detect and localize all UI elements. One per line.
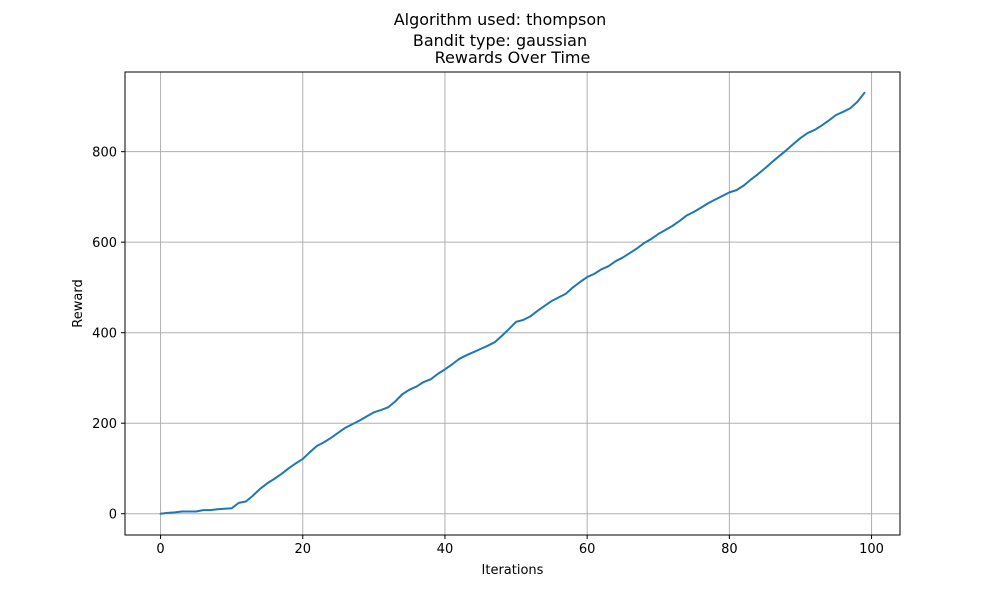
y-axis-label: Reward xyxy=(71,279,86,327)
x-tick-label: 40 xyxy=(437,542,454,557)
x-tick-label: 60 xyxy=(579,542,596,557)
x-tick-label: 100 xyxy=(859,542,884,557)
x-axis-label: Iterations xyxy=(482,563,544,578)
y-tick-label: 200 xyxy=(92,417,117,432)
figure-suptitle-line2: Bandit type: gaussian xyxy=(412,31,588,50)
reward-series-line xyxy=(159,91,866,515)
plot-frame xyxy=(124,71,901,536)
y-tick-label: 800 xyxy=(92,146,117,161)
chart-title: Rewards Over Time xyxy=(435,48,591,67)
x-tick-label: 0 xyxy=(156,542,164,557)
series-layer xyxy=(159,91,866,515)
x-tick-label: 20 xyxy=(294,542,311,557)
y-tick-label: 0 xyxy=(109,508,117,523)
figure-suptitle-line1: Algorithm used: thompson xyxy=(393,10,607,29)
axis-ticks: 0 20 40 60 80 100 0 200 400 600 800 xyxy=(92,146,884,557)
x-tick-label: 80 xyxy=(721,542,738,557)
y-tick-label: 400 xyxy=(92,327,117,342)
y-tick-label: 600 xyxy=(92,236,117,251)
grid-lines xyxy=(125,72,900,535)
